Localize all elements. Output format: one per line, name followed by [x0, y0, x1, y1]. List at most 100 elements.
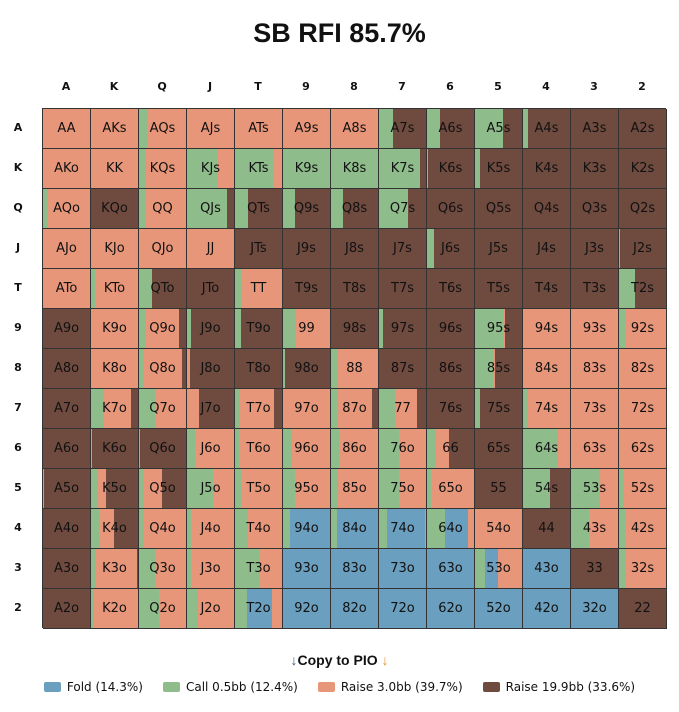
hand-cell[interactable]: 83o	[331, 549, 379, 589]
hand-cell[interactable]: 85o	[331, 469, 379, 509]
hand-cell[interactable]: J8o	[187, 349, 235, 389]
hand-cell[interactable]: ATs	[235, 109, 283, 149]
hand-cell[interactable]: J2o	[187, 589, 235, 629]
hand-cell[interactable]: A2o	[43, 589, 91, 629]
hand-cell[interactable]: 53o	[475, 549, 523, 589]
hand-cell[interactable]: A2s	[619, 109, 667, 149]
hand-cell[interactable]: 74s	[523, 389, 571, 429]
hand-cell[interactable]: QJs	[187, 189, 235, 229]
hand-cell[interactable]: T9s	[283, 269, 331, 309]
hand-cell[interactable]: A3s	[571, 109, 619, 149]
hand-cell[interactable]: K2s	[619, 149, 667, 189]
hand-cell[interactable]: 32o	[571, 589, 619, 629]
hand-cell[interactable]: T3o	[235, 549, 283, 589]
hand-cell[interactable]: 74o	[379, 509, 427, 549]
hand-cell[interactable]: A5o	[43, 469, 91, 509]
hand-cell[interactable]: 98o	[283, 349, 331, 389]
hand-cell[interactable]: ATo	[43, 269, 91, 309]
hand-cell[interactable]: AKs	[91, 109, 139, 149]
hand-cell[interactable]: Q3o	[139, 549, 187, 589]
hand-cell[interactable]: 65o	[427, 469, 475, 509]
hand-cell[interactable]: 43o	[523, 549, 571, 589]
hand-cell[interactable]: 94o	[283, 509, 331, 549]
hand-cell[interactable]: 95s	[475, 309, 523, 349]
hand-cell[interactable]: J9o	[187, 309, 235, 349]
hand-cell[interactable]: 32s	[619, 549, 667, 589]
hand-cell[interactable]: QQ	[139, 189, 187, 229]
hand-cell[interactable]: 52o	[475, 589, 523, 629]
hand-cell[interactable]: 72s	[619, 389, 667, 429]
hand-cell[interactable]: T5s	[475, 269, 523, 309]
hand-cell[interactable]: JJ	[187, 229, 235, 269]
hand-cell[interactable]: 43s	[571, 509, 619, 549]
hand-cell[interactable]: T8s	[331, 269, 379, 309]
hand-cell[interactable]: TT	[235, 269, 283, 309]
hand-cell[interactable]: Q3s	[571, 189, 619, 229]
hand-cell[interactable]: 73o	[379, 549, 427, 589]
hand-cell[interactable]: T3s	[571, 269, 619, 309]
hand-cell[interactable]: Q2o	[139, 589, 187, 629]
hand-cell[interactable]: Q7o	[139, 389, 187, 429]
hand-cell[interactable]: A6s	[427, 109, 475, 149]
hand-cell[interactable]: 86o	[331, 429, 379, 469]
hand-cell[interactable]: K2o	[91, 589, 139, 629]
hand-cell[interactable]: 95o	[283, 469, 331, 509]
hand-cell[interactable]: KJo	[91, 229, 139, 269]
hand-cell[interactable]: 97s	[379, 309, 427, 349]
hand-cell[interactable]: K6s	[427, 149, 475, 189]
hand-cell[interactable]: 96s	[427, 309, 475, 349]
hand-cell[interactable]: 82o	[331, 589, 379, 629]
hand-cell[interactable]: 22	[619, 589, 667, 629]
hand-cell[interactable]: A9s	[283, 109, 331, 149]
hand-cell[interactable]: KQo	[91, 189, 139, 229]
hand-cell[interactable]: QJo	[139, 229, 187, 269]
hand-cell[interactable]: 94s	[523, 309, 571, 349]
hand-cell[interactable]: 85s	[475, 349, 523, 389]
hand-cell[interactable]: J7s	[379, 229, 427, 269]
hand-cell[interactable]: 93s	[571, 309, 619, 349]
hand-cell[interactable]: 76s	[427, 389, 475, 429]
hand-cell[interactable]: 65s	[475, 429, 523, 469]
hand-cell[interactable]: J8s	[331, 229, 379, 269]
hand-cell[interactable]: JTo	[187, 269, 235, 309]
hand-cell[interactable]: KQs	[139, 149, 187, 189]
hand-cell[interactable]: A3o	[43, 549, 91, 589]
hand-cell[interactable]: J6o	[187, 429, 235, 469]
hand-cell[interactable]: T6o	[235, 429, 283, 469]
hand-cell[interactable]: K4s	[523, 149, 571, 189]
hand-cell[interactable]: K5o	[91, 469, 139, 509]
hand-cell[interactable]: J3o	[187, 549, 235, 589]
hand-cell[interactable]: Q4s	[523, 189, 571, 229]
hand-cell[interactable]: Q5s	[475, 189, 523, 229]
hand-cell[interactable]: 87s	[379, 349, 427, 389]
hand-cell[interactable]: AQs	[139, 109, 187, 149]
hand-cell[interactable]: AJo	[43, 229, 91, 269]
hand-cell[interactable]: A4s	[523, 109, 571, 149]
hand-cell[interactable]: A4o	[43, 509, 91, 549]
hand-cell[interactable]: A8o	[43, 349, 91, 389]
hand-cell[interactable]: 98s	[331, 309, 379, 349]
hand-cell[interactable]: K3o	[91, 549, 139, 589]
hand-cell[interactable]: 42o	[523, 589, 571, 629]
hand-cell[interactable]: 52s	[619, 469, 667, 509]
hand-cell[interactable]: 82s	[619, 349, 667, 389]
hand-cell[interactable]: 73s	[571, 389, 619, 429]
hand-cell[interactable]: K8o	[91, 349, 139, 389]
hand-cell[interactable]: Q8s	[331, 189, 379, 229]
hand-cell[interactable]: T9o	[235, 309, 283, 349]
hand-cell[interactable]: 84o	[331, 509, 379, 549]
copy-to-pio-button[interactable]: ↓Copy to PIO ↓	[0, 652, 679, 668]
hand-cell[interactable]: K7s	[379, 149, 427, 189]
hand-cell[interactable]: J7o	[187, 389, 235, 429]
hand-cell[interactable]: 75s	[475, 389, 523, 429]
hand-cell[interactable]: KTs	[235, 149, 283, 189]
hand-cell[interactable]: Q9o	[139, 309, 187, 349]
hand-cell[interactable]: 92o	[283, 589, 331, 629]
hand-cell[interactable]: T5o	[235, 469, 283, 509]
hand-cell[interactable]: 66	[427, 429, 475, 469]
hand-cell[interactable]: 63o	[427, 549, 475, 589]
hand-cell[interactable]: J6s	[427, 229, 475, 269]
hand-cell[interactable]: T8o	[235, 349, 283, 389]
hand-cell[interactable]: 83s	[571, 349, 619, 389]
hand-cell[interactable]: 86s	[427, 349, 475, 389]
